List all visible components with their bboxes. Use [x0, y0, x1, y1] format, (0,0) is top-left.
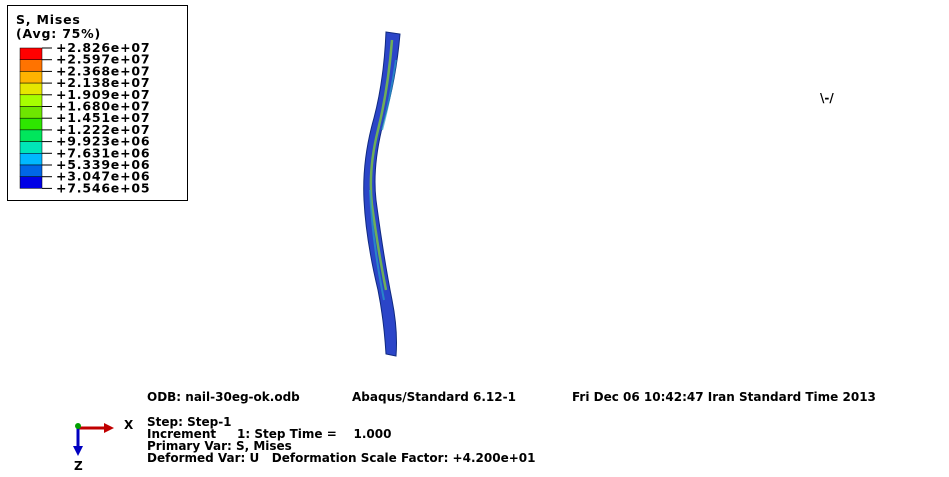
- legend-band: [20, 60, 42, 72]
- step-line: Deformed Var: U Deformation Scale Factor…: [147, 451, 535, 465]
- legend-band: [20, 153, 42, 165]
- legend-band: [20, 83, 42, 95]
- legend-label: +7.546e+05: [56, 180, 150, 195]
- legend-band: [20, 95, 42, 107]
- legend-band: [20, 130, 42, 142]
- viewport: S, Mises (Avg: 75%) +2.826e+07+2.597e+07…: [0, 0, 949, 477]
- triad-x: X: [124, 418, 134, 432]
- solver: Abaqus/Standard 6.12-1: [352, 390, 516, 404]
- triad: X Z: [73, 418, 134, 473]
- legend-band: [20, 142, 42, 154]
- legend-band: [20, 177, 42, 189]
- legend-band: [20, 107, 42, 119]
- legend-title: S, Mises: [16, 12, 81, 27]
- legend-subtitle: (Avg: 75%): [16, 26, 101, 41]
- legend-band: [20, 118, 42, 130]
- legend-scale: +2.826e+07+2.597e+07+2.368e+07+2.138e+07…: [20, 40, 150, 195]
- legend-band: [20, 165, 42, 177]
- legend-band: [20, 48, 42, 60]
- odb-name: ODB: nail-30eg-ok.odb: [147, 390, 300, 404]
- marker: \-/: [820, 91, 834, 105]
- date: Fri Dec 06 10:42:47 Iran Standard Time 2…: [572, 390, 876, 404]
- triad-z: Z: [74, 459, 83, 473]
- nail-model: [364, 32, 400, 356]
- legend-band: [20, 71, 42, 83]
